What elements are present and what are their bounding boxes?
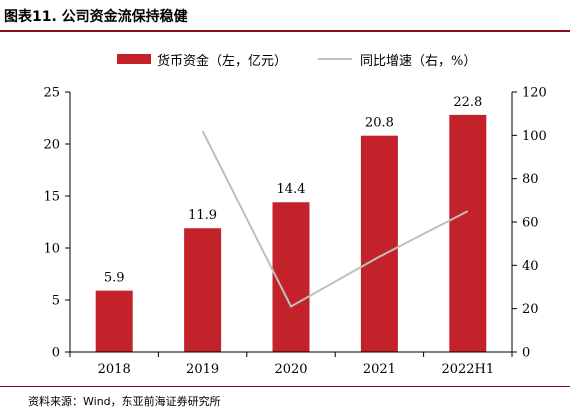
bar-2022H1 xyxy=(449,114,487,352)
right-tick-label-100: 100 xyxy=(522,129,547,144)
right-tick-label-60: 60 xyxy=(522,216,539,231)
figure-title: 图表11. 公司资金流保持稳健 xyxy=(4,9,188,25)
bar-2020 xyxy=(272,202,310,352)
source-divider xyxy=(0,386,570,387)
growth-line xyxy=(201,130,469,308)
data-label-2021: 20.8 xyxy=(365,116,394,131)
data-label-2022H1: 22.8 xyxy=(453,95,482,110)
right-tick-label-80: 80 xyxy=(522,172,539,187)
left-tick-label-10: 10 xyxy=(43,242,60,257)
left-tick-label-20: 20 xyxy=(43,138,60,153)
x-tick-label-2019: 2019 xyxy=(186,362,219,377)
source-note: 资料来源：Wind，东亚前海证券研究所 xyxy=(28,395,221,408)
bar-2019 xyxy=(184,228,222,352)
bar-2018 xyxy=(95,290,133,352)
right-tick-label-20: 20 xyxy=(522,302,539,317)
right-tick-label-120: 120 xyxy=(522,86,547,101)
right-tick-label-40: 40 xyxy=(522,259,539,274)
left-tick-label-5: 5 xyxy=(52,294,60,309)
chart-legend: 货币资金（左，亿元） 同比增速（右，%） xyxy=(0,49,570,69)
x-tick-label-2020: 2020 xyxy=(274,362,307,377)
data-label-2018: 5.9 xyxy=(104,271,125,286)
legend-label-line: 同比增速（右，%） xyxy=(360,53,477,69)
bar-2021 xyxy=(360,135,398,352)
left-tick-label-15: 15 xyxy=(43,190,60,205)
title-divider xyxy=(0,30,570,32)
data-label-2019: 11.9 xyxy=(188,208,217,223)
legend-item-bar: 货币资金（左，亿元） xyxy=(117,49,287,69)
legend-label-bar: 货币资金（左，亿元） xyxy=(157,53,288,69)
data-label-2020: 14.4 xyxy=(277,182,306,197)
x-tick-label-2018: 2018 xyxy=(98,362,131,377)
x-tick-label-2022H1: 2022H1 xyxy=(441,362,494,377)
x-tick-label-2021: 2021 xyxy=(363,362,396,377)
legend-swatch-line xyxy=(318,58,352,60)
legend-item-line: 同比增速（右，%） xyxy=(318,49,476,69)
left-tick-label-25: 25 xyxy=(43,86,60,101)
legend-swatch-bar xyxy=(117,54,151,64)
right-tick-label-0: 0 xyxy=(522,346,530,361)
left-tick-label-0: 0 xyxy=(52,346,60,361)
